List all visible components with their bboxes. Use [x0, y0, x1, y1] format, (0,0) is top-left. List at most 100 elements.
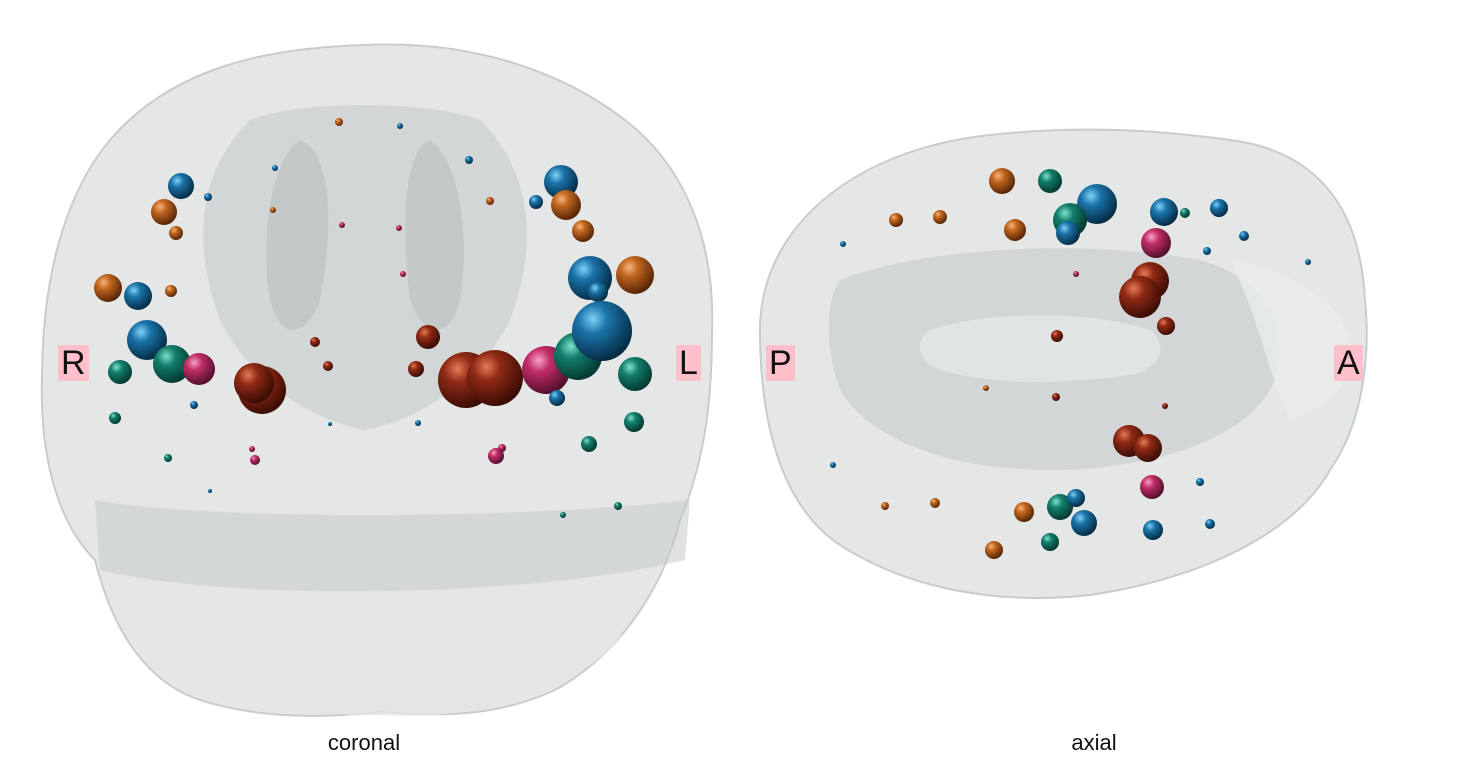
orange-node-sphere — [933, 210, 947, 224]
blue-node-sphere — [208, 489, 212, 493]
magenta-node-sphere — [488, 448, 504, 464]
red-node-sphere — [1134, 434, 1162, 462]
blue-node-sphere — [465, 156, 473, 164]
red-node-sphere — [310, 337, 320, 347]
coronal-node-spheres — [94, 118, 654, 518]
blue-node-sphere — [549, 390, 565, 406]
red-node-sphere — [323, 361, 333, 371]
axial-view-panel: P A axial — [730, 0, 1460, 759]
brain-frontal-lobe — [1230, 260, 1351, 420]
teal-node-sphere — [581, 436, 597, 452]
magenta-node-sphere — [250, 455, 260, 465]
blue-node-sphere — [1077, 184, 1117, 224]
blue-node-sphere — [1210, 199, 1228, 217]
orange-node-sphere — [151, 199, 177, 225]
magenta-node-sphere — [1140, 475, 1164, 499]
blue-node-sphere — [124, 282, 152, 310]
red-node-sphere — [1157, 317, 1175, 335]
coronal-view-panel: R L coronal — [40, 43, 714, 755]
orange-node-sphere — [335, 118, 343, 126]
red-node-sphere — [1162, 403, 1168, 409]
magenta-node-sphere — [498, 444, 506, 452]
red-node-sphere — [1051, 330, 1063, 342]
teal-node-sphere — [624, 412, 644, 432]
magenta-node-sphere — [183, 353, 215, 385]
blue-node-sphere — [328, 422, 332, 426]
orientation-label-anterior: A — [1334, 345, 1363, 381]
red-node-sphere — [467, 350, 523, 406]
magenta-node-sphere — [400, 271, 406, 277]
blue-node-sphere — [1205, 519, 1215, 529]
blue-node-sphere — [1305, 259, 1311, 265]
orientation-label-left: L — [676, 345, 701, 381]
teal-node-sphere — [1047, 494, 1073, 520]
blue-node-sphere — [572, 301, 632, 361]
blue-node-sphere — [1056, 221, 1080, 245]
blue-node-sphere — [397, 123, 403, 129]
teal-node-sphere — [108, 360, 132, 384]
blue-node-sphere — [272, 165, 278, 171]
teal-node-sphere — [164, 454, 172, 462]
blue-node-sphere — [529, 195, 543, 209]
brain-ventricle-right — [405, 140, 464, 330]
orange-node-sphere — [169, 226, 183, 240]
teal-node-sphere — [1041, 533, 1059, 551]
blue-node-sphere — [1150, 198, 1178, 226]
red-node-sphere — [1052, 393, 1060, 401]
orange-node-sphere — [881, 502, 889, 510]
teal-node-sphere — [153, 345, 191, 383]
blue-node-sphere — [840, 241, 846, 247]
orange-node-sphere — [572, 220, 594, 242]
axial-node-spheres — [830, 168, 1311, 559]
brain-ventricles — [919, 315, 1161, 382]
blue-node-sphere — [1196, 478, 1204, 486]
blue-node-sphere — [190, 401, 198, 409]
teal-node-sphere — [618, 357, 652, 391]
blue-node-sphere — [127, 320, 167, 360]
coronal-brain-render — [40, 43, 714, 717]
teal-node-sphere — [614, 502, 622, 510]
brain-temporal-band — [95, 500, 690, 592]
axial-brain-render — [758, 128, 1368, 599]
teal-node-sphere — [1038, 169, 1062, 193]
orange-node-sphere — [94, 274, 122, 302]
blue-node-sphere — [588, 282, 608, 302]
brain-cerebellum — [140, 590, 630, 716]
red-node-sphere — [416, 325, 440, 349]
view-caption-axial: axial — [1071, 730, 1117, 755]
blue-node-sphere — [1071, 510, 1097, 536]
brain-ventricle-left — [266, 140, 329, 330]
magenta-node-sphere — [1141, 228, 1171, 258]
blue-node-sphere — [1143, 520, 1163, 540]
blue-node-sphere — [415, 420, 421, 426]
blue-node-sphere — [204, 193, 212, 201]
magenta-node-sphere — [1073, 271, 1079, 277]
orange-node-sphere — [1014, 502, 1034, 522]
blue-node-sphere — [168, 173, 194, 199]
magenta-node-sphere — [249, 446, 255, 452]
view-caption-coronal: coronal — [327, 730, 401, 755]
red-node-sphere — [234, 363, 274, 403]
orange-node-sphere — [551, 190, 581, 220]
blue-node-sphere — [1239, 231, 1249, 241]
orange-node-sphere — [985, 541, 1003, 559]
magenta-node-sphere — [339, 222, 345, 228]
orange-node-sphere — [165, 285, 177, 297]
blue-node-sphere — [1067, 489, 1085, 507]
orange-node-sphere — [486, 197, 494, 205]
red-node-sphere — [408, 361, 424, 377]
orange-node-sphere — [983, 385, 989, 391]
orange-node-sphere — [270, 207, 276, 213]
teal-node-sphere — [560, 512, 566, 518]
orange-node-sphere — [889, 213, 903, 227]
teal-node-sphere — [1180, 208, 1190, 218]
orange-node-sphere — [989, 168, 1015, 194]
orange-node-sphere — [930, 498, 940, 508]
blue-node-sphere — [830, 462, 836, 468]
magenta-node-sphere — [396, 225, 402, 231]
orange-node-sphere — [1004, 219, 1026, 241]
red-node-sphere — [1119, 276, 1161, 318]
orientation-label-posterior: P — [766, 345, 795, 381]
teal-node-sphere — [109, 412, 121, 424]
orange-node-sphere — [616, 256, 654, 294]
